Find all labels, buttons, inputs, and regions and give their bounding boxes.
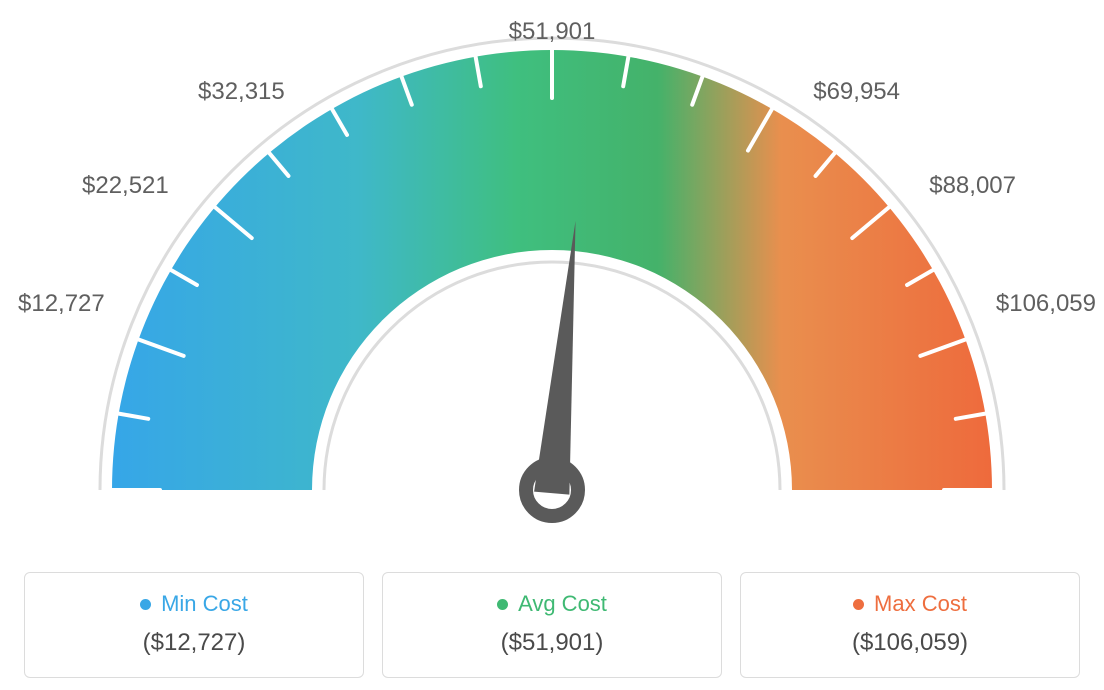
legend-card-max: Max Cost ($106,059) (740, 572, 1080, 678)
gauge-tick-label: $88,007 (929, 172, 1016, 200)
gauge-tick-label: $51,901 (509, 18, 596, 46)
legend-value-min: ($12,727) (143, 629, 246, 657)
legend-title-min: Min Cost (140, 591, 248, 617)
gauge-tick-label: $12,727 (18, 290, 105, 318)
legend-card-avg: Avg Cost ($51,901) (382, 572, 722, 678)
dot-icon (853, 599, 864, 610)
legend-value-max: ($106,059) (852, 629, 968, 657)
cost-gauge-widget: $12,727 $22,521 $32,315 $51,901 $69,954 $88,0… (0, 0, 1104, 690)
dot-icon (497, 599, 508, 610)
legend-value-avg: ($51,901) (501, 629, 604, 657)
legend-label: Max Cost (874, 591, 967, 617)
gauge-tick-label: $106,059 (996, 290, 1096, 318)
legend-row: Min Cost ($12,727) Avg Cost ($51,901) Ma… (0, 572, 1104, 678)
legend-title-avg: Avg Cost (497, 591, 607, 617)
gauge-chart (0, 0, 1104, 540)
dot-icon (140, 599, 151, 610)
gauge-tick-label: $32,315 (198, 78, 285, 106)
legend-card-min: Min Cost ($12,727) (24, 572, 364, 678)
legend-label: Min Cost (161, 591, 248, 617)
gauge-tick-label: $22,521 (82, 172, 169, 200)
legend-title-max: Max Cost (853, 591, 967, 617)
legend-label: Avg Cost (518, 591, 607, 617)
gauge-tick-label: $69,954 (813, 78, 900, 106)
